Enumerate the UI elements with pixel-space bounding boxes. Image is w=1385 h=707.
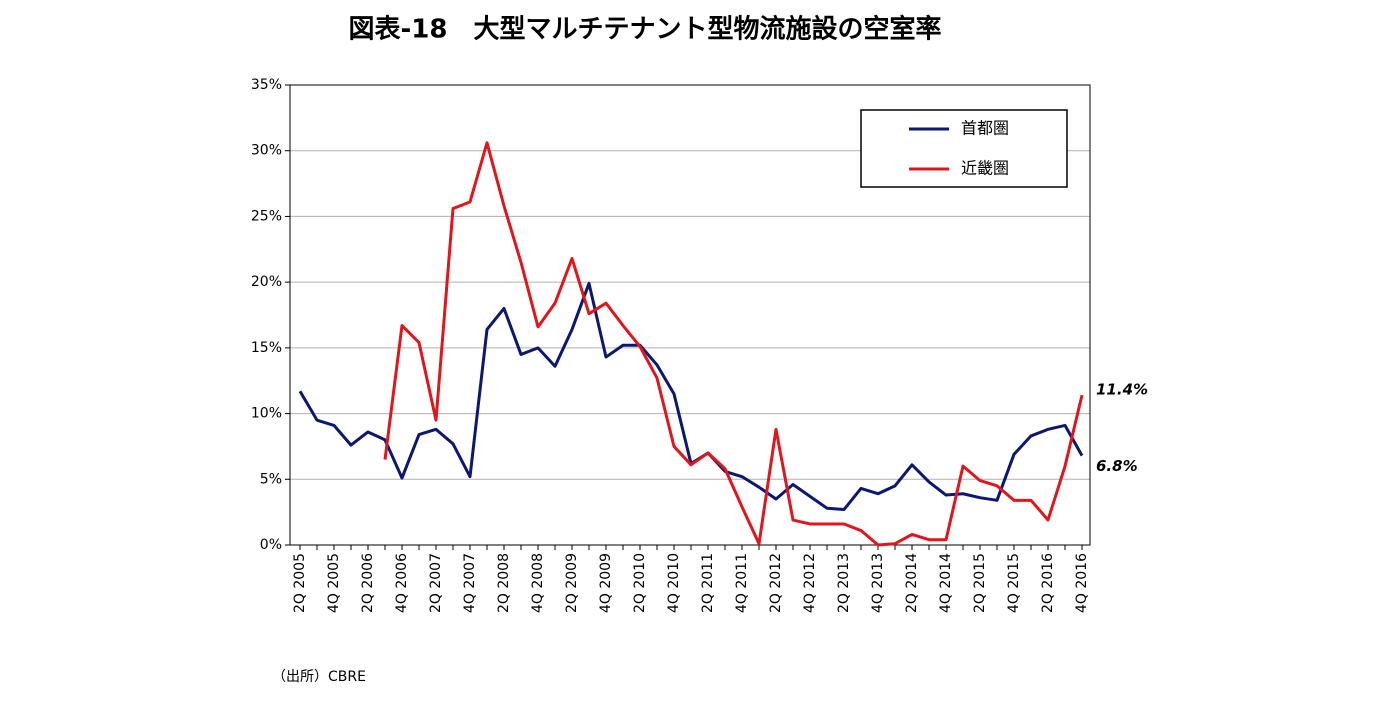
x-tick-label: 4Q 2010 [666, 553, 682, 613]
legend-label: 首都圏 [961, 119, 1009, 138]
y-tick-label: 30% [251, 143, 282, 159]
source-note: （出所）CBRE [272, 669, 366, 685]
x-tick-label: 2Q 2006 [360, 553, 376, 613]
x-tick-label: 4Q 2013 [870, 553, 886, 613]
x-tick-label: 4Q 2009 [598, 553, 614, 613]
y-tick-label: 25% [251, 208, 282, 224]
data-label: 6.8% [1096, 457, 1138, 475]
x-tick-label: 2Q 2013 [836, 553, 852, 613]
y-tick-label: 20% [251, 274, 282, 290]
x-tick-label: 4Q 2014 [938, 553, 954, 613]
x-tick-label: 4Q 2006 [394, 553, 410, 613]
x-tick-label: 4Q 2012 [802, 553, 818, 613]
x-tick-label: 2Q 2007 [428, 553, 444, 613]
data-label: 11.4% [1096, 381, 1148, 399]
x-tick-label: 4Q 2011 [734, 553, 750, 613]
y-tick-label: 0% [260, 537, 282, 553]
y-tick-label: 10% [251, 406, 282, 422]
x-tick-label: 4Q 2008 [530, 553, 546, 613]
x-tick-label: 4Q 2016 [1074, 553, 1090, 613]
x-tick-label: 4Q 2005 [326, 553, 342, 613]
series-line [383, 141, 1084, 547]
y-tick-label: 5% [260, 471, 282, 487]
x-tick-label: 2Q 2014 [904, 553, 920, 613]
x-tick-label: 2Q 2009 [564, 553, 580, 613]
x-tick-label: 2Q 2012 [768, 553, 784, 613]
series-line [298, 281, 1084, 512]
x-tick-label: 2Q 2015 [972, 553, 988, 613]
y-tick-label: 35% [251, 77, 282, 93]
legend-box [860, 109, 1068, 188]
plot-frame [289, 84, 1091, 546]
chart-title: 図表-18 大型マルチテナント型物流施設の空室率 [349, 14, 942, 45]
x-tick-label: 2Q 2008 [496, 553, 512, 613]
x-tick-label: 4Q 2015 [1006, 553, 1022, 613]
x-tick-label: 2Q 2005 [292, 553, 308, 613]
x-tick-label: 4Q 2007 [462, 553, 478, 613]
x-tick-label: 2Q 2010 [632, 553, 648, 613]
x-tick-label: 2Q 2016 [1040, 553, 1056, 613]
x-tick-label: 2Q 2011 [700, 553, 716, 613]
y-tick-label: 15% [251, 340, 282, 356]
legend-label: 近畿圏 [961, 159, 1009, 178]
